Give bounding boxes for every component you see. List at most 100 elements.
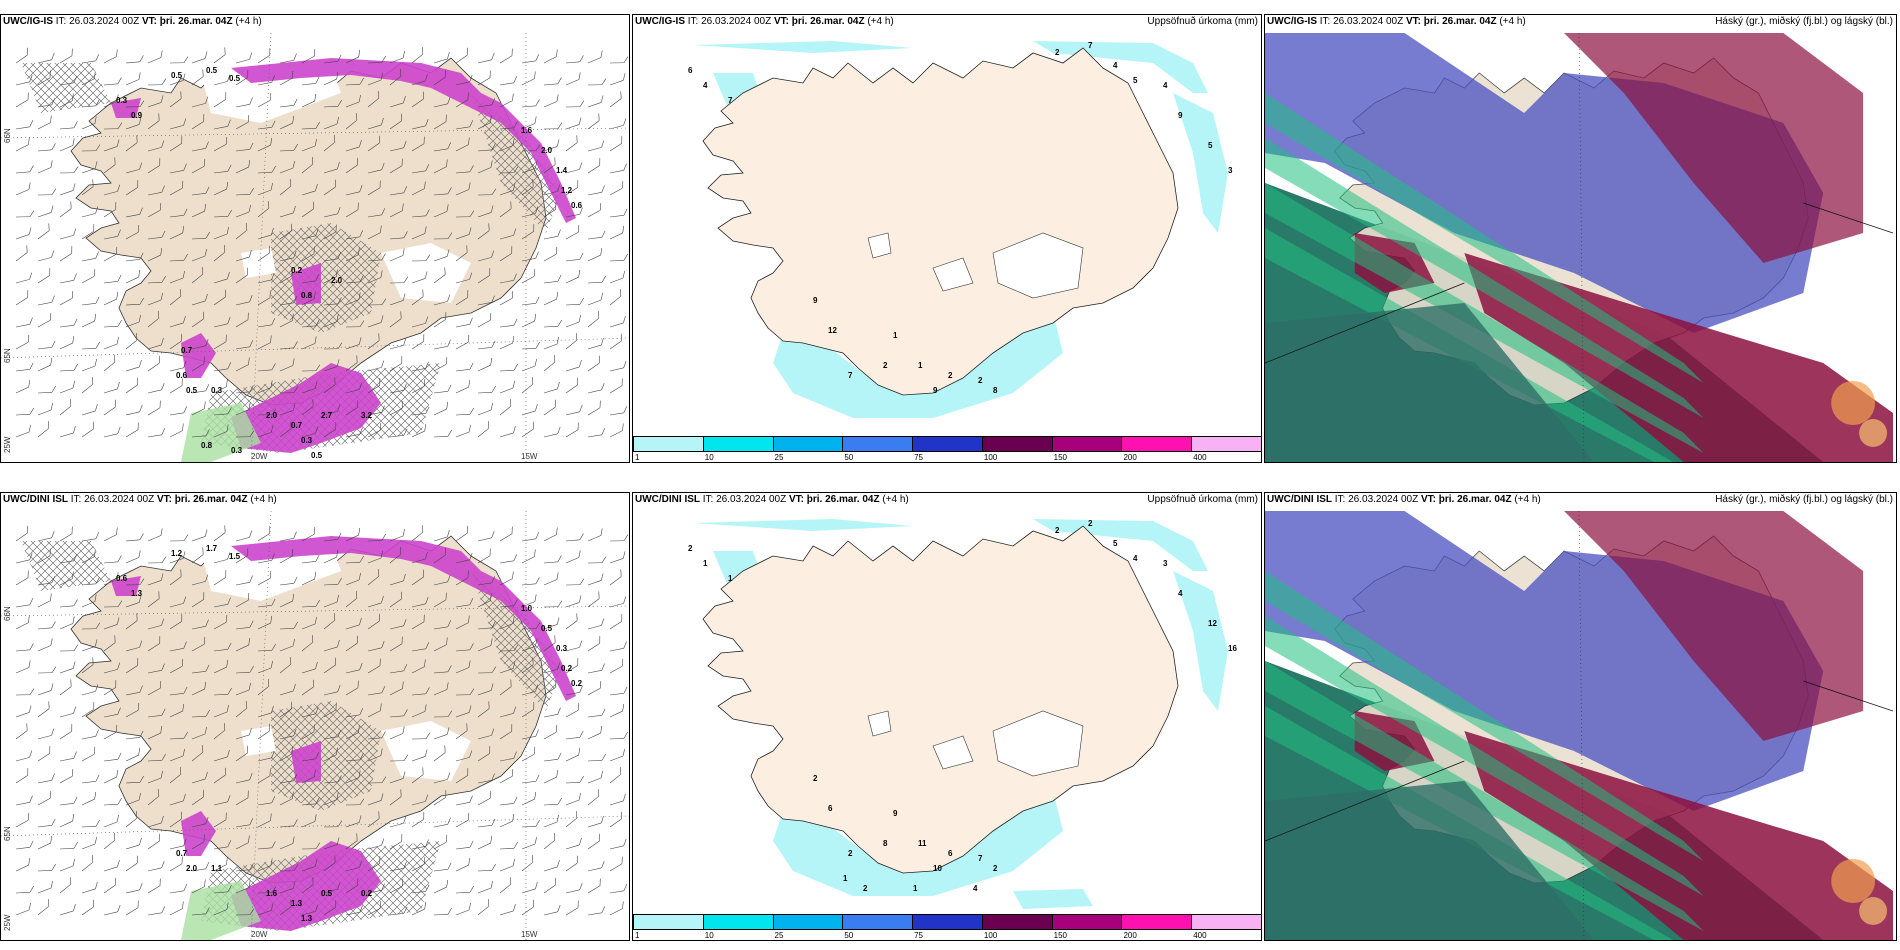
precip-amount-label: 9 [933, 386, 938, 395]
snow-depth-label: 0.5 [321, 889, 333, 898]
cloud-svg [1265, 511, 1893, 940]
precip-amount-label: 2 [1088, 519, 1093, 528]
colorbar-tick-label: 200 [1123, 931, 1137, 940]
colorbar-tick-label: 75 [914, 453, 924, 462]
colorbar-tick-label: 1 [635, 453, 640, 462]
lat-label-65n: 65N [3, 348, 12, 363]
precip-amount-label: 6 [948, 849, 953, 858]
cloud-panel-top: UWC/IG-IS IT: 26.03.2024 00Z VT: þri. 26… [1264, 14, 1897, 463]
precip-panel-top: UWC/IG-IS IT: 26.03.2024 00Z VT: þri. 26… [632, 14, 1262, 463]
precip-amount-label: 8 [993, 386, 998, 395]
colorbar-tick-label: 10 [704, 931, 714, 940]
precip-amount-label: 2 [1055, 48, 1060, 57]
precip-amount-label: 1 [703, 559, 708, 568]
snow-depth-label: 0.6 [176, 371, 188, 380]
snow-depth-label: 1.0 [521, 604, 533, 613]
snow-depth-label: 1.6 [266, 889, 278, 898]
snow-depth-label: 0.7 [291, 421, 303, 430]
colorbar-tick-label: 50 [844, 453, 854, 462]
colorbar-tick-label: 1 [635, 931, 640, 940]
colorbar-swatch [702, 436, 774, 452]
precip-amount-label: 1 [893, 331, 898, 340]
colorbar-swatch [1051, 436, 1123, 452]
precip-amount-label: 7 [1088, 41, 1093, 50]
precip-amount-label: 5 [1208, 141, 1213, 150]
panel-title-bottom-right: UWC/DINI ISL IT: 26.03.2024 00Z VT: þri.… [1267, 494, 1541, 505]
snow-depth-label: 0.7 [181, 346, 193, 355]
snow-depth-label: 2.0 [331, 276, 343, 285]
lon-label-25w: 25W [3, 436, 12, 453]
snow-depth-label: 0.6 [571, 201, 583, 210]
precip-amount-label: 6 [828, 804, 833, 813]
precip-amount-label: 9 [813, 296, 818, 305]
panel-title-top-left: UWC/IG-IS IT: 26.03.2024 00Z VT: þri. 26… [3, 16, 262, 27]
precip-amount-label: 1 [913, 884, 918, 893]
precip-variable-title: Uppsöfnuð úrkoma (mm) [1147, 494, 1258, 505]
snow-depth-label: 3.2 [361, 411, 373, 420]
precip-amount-label: 4 [1113, 61, 1118, 70]
precip-amount-label: 1 [728, 574, 733, 583]
snow-depth-label: 1.2 [561, 186, 573, 195]
precip-amount-label: 3 [1228, 166, 1233, 175]
snow-depth-label: 0.2 [571, 679, 583, 688]
precip-amount-label: 5 [1113, 539, 1118, 548]
precip-amount-label: 16 [1228, 644, 1237, 653]
snow-depth-label: 2.7 [321, 411, 333, 420]
precip-amount-label: 4 [703, 81, 708, 90]
colorbar-tick-label: 75 [914, 931, 924, 940]
precip-amount-label: 2 [688, 544, 693, 553]
cloud-svg [1265, 33, 1893, 462]
snow-depth-label: 0.3 [301, 436, 313, 445]
snow-depth-label: 0.9 [131, 111, 143, 120]
lon-label-20w: 20W [251, 930, 268, 939]
precip-amount-label: 6 [688, 66, 693, 75]
precip-map-bottom: 2 2 5 4 3 4 12 16 2 1 1 2 6 2 8 9 11 6 7 2 10 4 1 2 1 [633, 511, 1261, 916]
snow-depth-label: 1.3 [131, 589, 143, 598]
precip-amount-label: 7 [848, 371, 853, 380]
precip-amount-label: 7 [978, 854, 983, 863]
precip-amount-label: 2 [993, 864, 998, 873]
lon-label-25w: 25W [3, 914, 12, 931]
precip-amount-label: 9 [1178, 111, 1183, 120]
precip-amount-label: 4 [1178, 589, 1183, 598]
precip-amount-label: 10 [933, 864, 942, 873]
wind-snow-map-top: 66N 65N 25W 20W 15W 0.5 0.5 0.5 1.6 2.0 1.4 1.2 0.6 0… [1, 33, 629, 462]
precip-colorbar-top: 1 10 25 50 75 100 150 200 400 [633, 436, 1261, 462]
lat-label-66n: 66N [3, 128, 12, 143]
cloud-map-bottom [1265, 511, 1893, 940]
panel-title-top-right: UWC/IG-IS IT: 26.03.2024 00Z VT: þri. 26… [1267, 16, 1526, 27]
colorbar-tick-label: 25 [774, 453, 784, 462]
colorbar-swatch [912, 436, 983, 452]
precip-panel-bottom: UWC/DINI ISL IT: 26.03.2024 00Z VT: þri.… [632, 492, 1262, 941]
colorbar-tick-label: 200 [1123, 453, 1137, 462]
precip-amount-label: 3 [1163, 559, 1168, 568]
precip-amount-label: 4 [1133, 554, 1138, 563]
snow-depth-label: 0.5 [171, 71, 183, 80]
colorbar-swatch [981, 914, 1053, 930]
precip-amount-label: 2 [883, 361, 888, 370]
snow-depth-label: 0.3 [231, 446, 243, 455]
lon-label-15w: 15W [521, 930, 538, 939]
colorbar-tick-label: 100 [983, 453, 998, 462]
colorbar-swatch [772, 436, 844, 452]
precip-amount-label: 1 [843, 874, 848, 883]
precip-amount-label: 2 [978, 376, 983, 385]
precip-amount-label: 2 [848, 849, 853, 858]
snow-depth-label: 2.0 [186, 864, 198, 873]
snow-depth-label: 0.2 [291, 266, 303, 275]
snow-depth-label: 0.5 [311, 451, 323, 460]
colorbar-swatch [842, 914, 914, 930]
snow-depth-label: 1.6 [521, 126, 533, 135]
precip-amount-label: 2 [948, 371, 953, 380]
snow-depth-label: 2.0 [541, 146, 553, 155]
colorbar-swatch [842, 436, 914, 452]
wind-snow-map-bottom: 66N 65N 25W 20W 15W 1.2 1.7 1.5 1.0 0.5 0.3 0.2 0.2 0… [1, 511, 629, 940]
snow-depth-label: 0.2 [561, 664, 573, 673]
precip-colorbar-bottom: 1 10 25 50 75 100 150 200 400 [633, 914, 1261, 940]
colorbar-swatch [1121, 914, 1193, 930]
snow-depth-label: 1.2 [171, 549, 183, 558]
snow-depth-label: 0.8 [201, 441, 213, 450]
iceland-land [702, 47, 1179, 396]
